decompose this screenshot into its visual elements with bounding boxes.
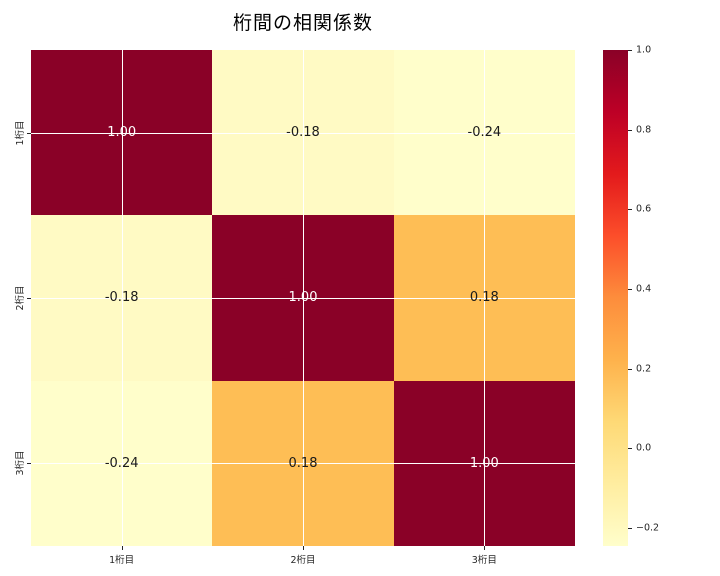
y-axis-tick (27, 298, 31, 299)
colorbar-tick-label: 0.4 (636, 283, 652, 295)
y-axis-tick (27, 463, 31, 465)
heatmap-cell: 0.18 (393, 215, 575, 381)
colorbar-tick-label: 1.0 (636, 44, 652, 56)
colorbar-tick-label: 0.8 (636, 124, 652, 136)
colorbar-tick (628, 129, 632, 131)
colorbar-tick (628, 289, 632, 291)
colorbar-tick (628, 50, 632, 51)
y-axis-tick-label: 1桁目 (15, 120, 26, 146)
colorbar-tick-label: 0.0 (636, 442, 652, 454)
gridline-horizontal (31, 298, 575, 299)
cell-value-label: 0.18 (288, 455, 318, 471)
y-axis-tick-label: 2桁目 (15, 285, 26, 311)
colorbar-tick (628, 528, 632, 530)
heatmap-cell: 1.00 (212, 215, 394, 381)
heatmap-cell: 0.18 (212, 380, 394, 546)
cell-value-label: -0.24 (467, 125, 502, 141)
heatmap-cell: 1.00 (393, 380, 575, 546)
cell-value-label: 1.00 (107, 125, 137, 141)
chart-title: 桁間の相関係数 (232, 12, 373, 34)
colorbar (603, 50, 628, 546)
cell-value-label: -0.18 (286, 125, 320, 141)
colorbar-tick-label: −0.2 (636, 522, 660, 534)
cell-value-label: 1.00 (288, 290, 318, 306)
colorbar-tick-label: 0.2 (636, 363, 652, 375)
colorbar-tick (628, 368, 632, 370)
x-axis-tick (484, 546, 486, 550)
gridline-vertical (484, 50, 486, 546)
colorbar-tick (628, 448, 632, 450)
gridline-horizontal (31, 463, 575, 465)
x-axis-tick-label: 1桁目 (109, 555, 135, 566)
cell-value-label: 0.18 (469, 290, 499, 306)
cell-value-label: 1.00 (469, 455, 499, 471)
cell-value-label: -0.24 (104, 455, 139, 471)
colorbar-tick (628, 209, 632, 211)
x-axis-tick-label: 2桁目 (290, 555, 316, 566)
x-axis-tick (303, 546, 304, 550)
y-axis-tick (27, 132, 31, 134)
cell-value-label: -0.18 (104, 290, 139, 306)
heatmap: 1.00 -0.18 -0.24 -0.18 1.00 0.18 -0.24 0.18 1.00 (31, 50, 575, 546)
x-axis-tick (121, 546, 123, 550)
colorbar-tick-label: 0.6 (636, 203, 652, 215)
y-axis-tick-label: 3桁目 (15, 450, 26, 476)
x-axis-tick-label: 3桁目 (471, 555, 497, 566)
